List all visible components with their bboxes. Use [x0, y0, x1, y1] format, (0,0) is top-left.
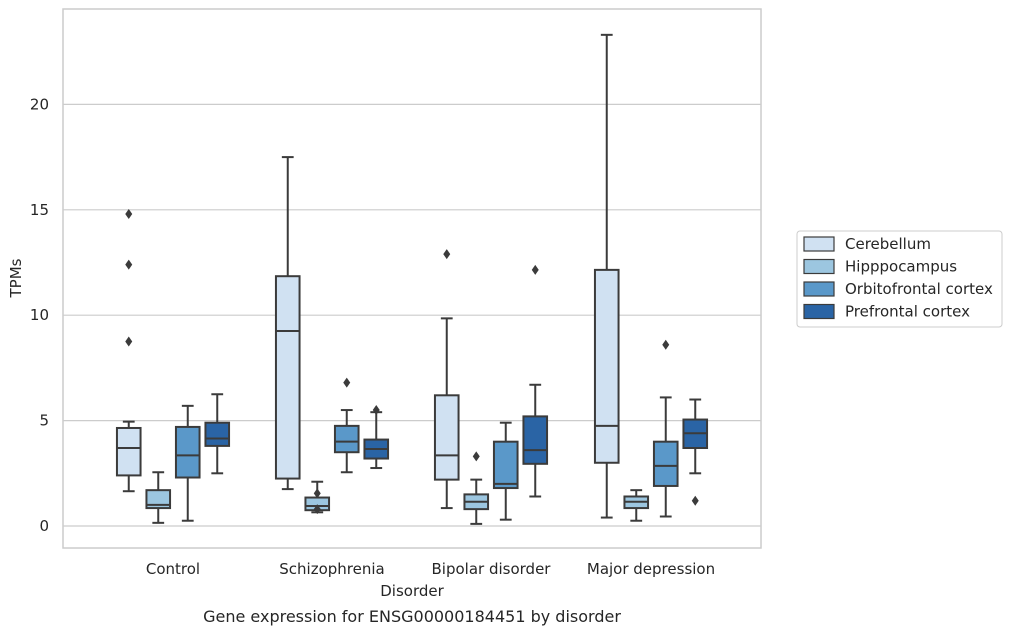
- box-group: [433, 249, 460, 510]
- series-hipppocampus: [145, 451, 650, 525]
- box-group: [274, 156, 301, 491]
- legend-label: Cerebellum: [845, 235, 931, 253]
- box-group: [652, 339, 679, 518]
- box-iqr: [593, 268, 620, 464]
- box-group: [593, 33, 620, 519]
- y-axis-title: TPMs: [7, 258, 25, 298]
- box-iqr: [652, 440, 679, 487]
- outlier-point: [691, 495, 699, 506]
- legend-swatch: [803, 303, 835, 320]
- box-group: [492, 421, 519, 521]
- y-tick-label: 10: [30, 306, 49, 324]
- legend-label: Orbitofrontal cortex: [845, 280, 993, 298]
- y-tick-label: 15: [30, 201, 49, 219]
- box-group: [623, 489, 650, 522]
- x-tick-label: Major depression: [587, 560, 715, 578]
- outlier-point: [372, 405, 380, 416]
- legend: Cerebellum Hipppocampus Orbitofrontal cort…: [796, 230, 1003, 328]
- box-series: [115, 33, 709, 525]
- x-tick-label: Bipolar disorder: [432, 560, 552, 578]
- outlier-point: [125, 209, 133, 220]
- box-iqr: [145, 489, 172, 510]
- box-group: [522, 264, 549, 498]
- series-orbitofrontal-cortex: [174, 339, 679, 522]
- y-tick-labels: 0 5 10 15 20: [30, 95, 49, 535]
- box-group: [204, 393, 231, 475]
- outlier-point: [125, 336, 133, 347]
- outlier-point: [531, 264, 539, 275]
- legend-swatch: [803, 258, 835, 275]
- gridlines: [63, 103, 761, 527]
- outlier-point: [343, 377, 351, 388]
- plot-frame: [62, 8, 762, 549]
- y-tick-label: 5: [39, 412, 49, 430]
- box-iqr: [433, 394, 460, 481]
- chart-caption: Gene expression for ENSG00000184451 by d…: [203, 607, 621, 626]
- legend-swatch: [803, 281, 835, 297]
- box-group: [304, 480, 331, 515]
- legend-swatch: [803, 236, 835, 252]
- box-iqr: [492, 440, 519, 490]
- legend-label: Hipppocampus: [845, 258, 957, 276]
- legend-label: Prefrontal cortex: [845, 303, 970, 321]
- outlier-point: [443, 249, 451, 260]
- box-group: [174, 404, 201, 522]
- box-group: [363, 405, 390, 470]
- outlier-point: [472, 451, 480, 462]
- box-iqr: [333, 424, 360, 454]
- box-group: [333, 377, 360, 474]
- box-iqr: [174, 425, 201, 479]
- box-group: [463, 451, 490, 525]
- y-tick-label: 0: [39, 517, 49, 535]
- x-tick-label: Schizophrenia: [279, 560, 384, 578]
- outlier-point: [125, 259, 133, 270]
- box-group: [115, 209, 142, 493]
- series-cerebellum: [115, 33, 620, 519]
- box-iqr: [274, 275, 301, 480]
- legend-frame: [796, 230, 1003, 328]
- y-tick-label: 20: [30, 95, 49, 113]
- x-axis-title: Disorder: [380, 582, 444, 600]
- box-iqr: [115, 426, 142, 477]
- box-iqr: [522, 415, 549, 465]
- outlier-point: [313, 504, 321, 515]
- outlier-point: [313, 488, 321, 499]
- x-tick-label: Control: [146, 560, 200, 578]
- x-tick-labels: Control Schizophrenia Bipolar disorder Majo…: [146, 560, 715, 578]
- box-group: [145, 471, 172, 524]
- outlier-point: [662, 339, 670, 350]
- series-prefrontal-cortex: [204, 264, 709, 506]
- box-group: [682, 398, 709, 506]
- box-iqr: [204, 421, 231, 447]
